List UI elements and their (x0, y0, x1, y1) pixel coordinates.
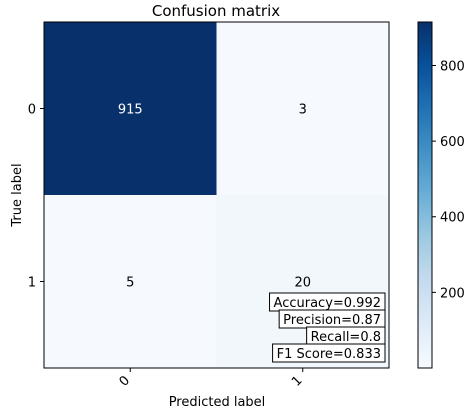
x-tick-label-1: 1 (289, 373, 305, 389)
cell-value-1-0: 5 (126, 276, 134, 291)
metrics-annotations: Accuracy=0.992 Precision=0.87 Recall=0.8 F1… (269, 292, 386, 363)
metric-label-3: F1 Score=0.833 (277, 347, 381, 362)
colorbar-tick-label-800: 800 (440, 59, 465, 74)
metric-box-3 (272, 343, 386, 363)
cell-value-0-0: 915 (118, 103, 143, 118)
matrix-cell-labels: 915 3 5 20 (118, 103, 311, 291)
metric-label-0: Accuracy=0.992 (274, 296, 381, 311)
matrix-cells (44, 22, 389, 368)
matrix-cell-0-1 (216, 22, 389, 195)
plot-frame (43, 21, 390, 369)
matrix-cell-0-0 (44, 22, 217, 195)
colorbar: 200 400 600 800 (417, 21, 465, 369)
colorbar-tick-label-400: 400 (440, 211, 465, 226)
cell-value-1-1: 20 (294, 276, 311, 291)
y-tick-label-0: 0 (28, 103, 36, 118)
colorbar-tick-label-200: 200 (440, 286, 465, 301)
chart-title: Confusion matrix (152, 2, 280, 20)
metric-label-2: Recall=0.8 (311, 330, 381, 345)
y-axis-label: True label (10, 163, 25, 227)
colorbar-ticks: 200 400 600 800 (432, 59, 465, 301)
colorbar-tick-label-600: 600 (440, 135, 465, 150)
cell-value-0-1: 3 (299, 103, 307, 118)
x-axis-label: Predicted label (169, 395, 266, 410)
matrix-cell-1-0 (44, 195, 217, 368)
colorbar-gradient (417, 21, 433, 369)
x-tick-label-0: 0 (117, 373, 133, 389)
y-axis-ticks: 01 (28, 103, 44, 291)
y-tick-label-1: 1 (28, 276, 36, 291)
metric-label-1: Precision=0.87 (283, 313, 381, 328)
